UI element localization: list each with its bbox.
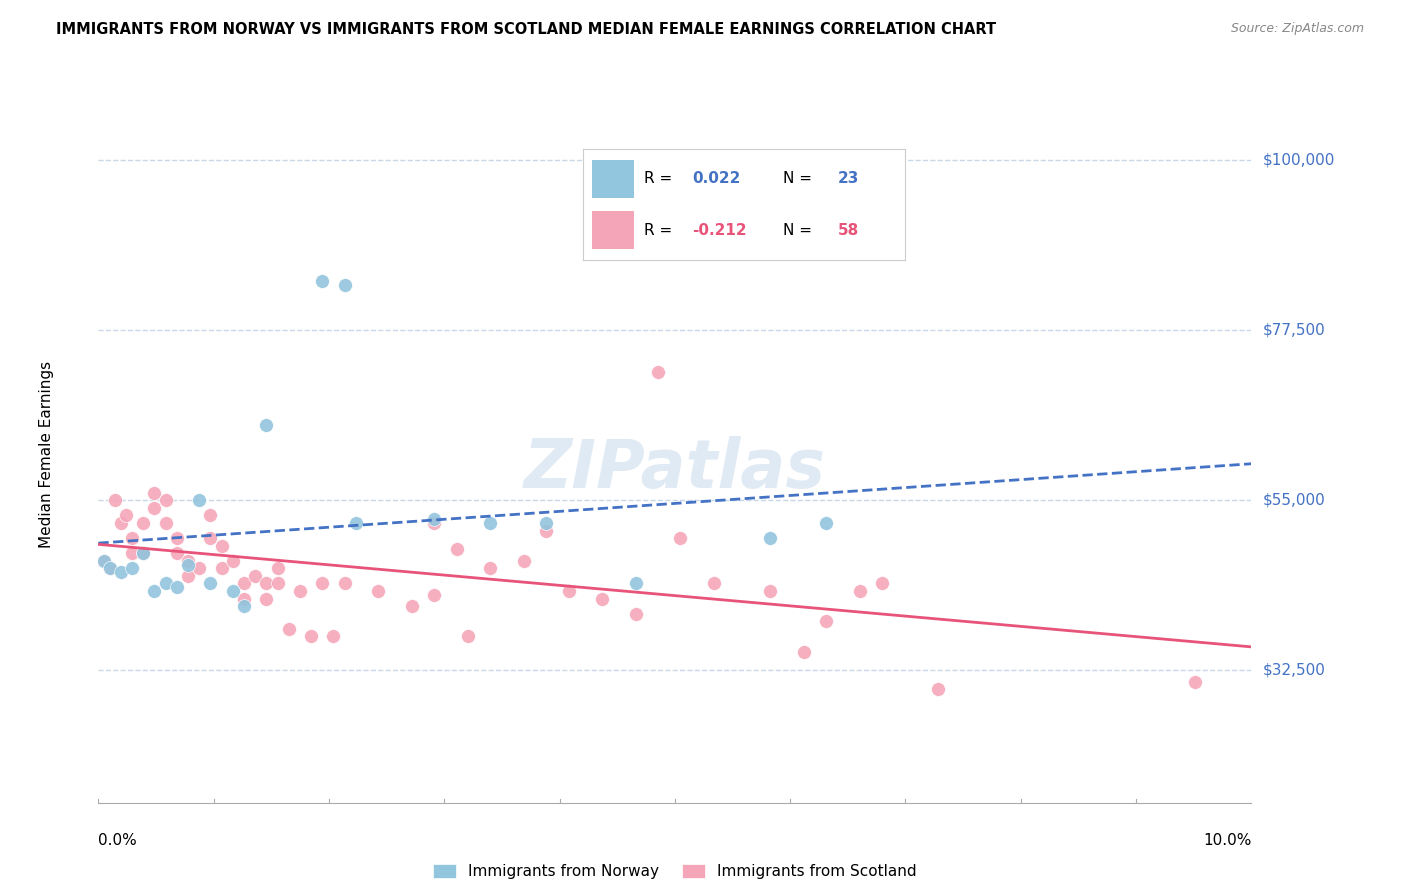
- Point: [848, 584, 870, 599]
- Text: $55,000: $55,000: [1263, 492, 1326, 508]
- Point: [759, 531, 782, 545]
- Point: [423, 588, 446, 602]
- Point: [155, 493, 177, 508]
- Point: [479, 516, 502, 530]
- Text: Source: ZipAtlas.com: Source: ZipAtlas.com: [1230, 22, 1364, 36]
- Point: [200, 531, 222, 545]
- Point: [254, 417, 277, 432]
- Point: [367, 584, 389, 599]
- Point: [793, 644, 815, 658]
- Point: [143, 485, 166, 500]
- Legend: Immigrants from Norway, Immigrants from Scotland: Immigrants from Norway, Immigrants from …: [427, 858, 922, 886]
- Point: [143, 500, 166, 515]
- Text: $100,000: $100,000: [1263, 153, 1334, 168]
- Point: [132, 546, 155, 560]
- Point: [927, 682, 949, 697]
- Point: [344, 516, 367, 530]
- Text: $77,500: $77,500: [1263, 323, 1326, 338]
- Point: [155, 576, 177, 591]
- Point: [870, 576, 893, 591]
- Point: [93, 554, 115, 568]
- Point: [211, 539, 233, 553]
- Text: ZIPatlas: ZIPatlas: [524, 436, 825, 502]
- Point: [222, 554, 245, 568]
- Point: [254, 576, 277, 591]
- Point: [177, 569, 200, 583]
- Point: [166, 546, 188, 560]
- Point: [669, 531, 692, 545]
- Point: [624, 607, 647, 621]
- Point: [177, 554, 200, 568]
- Point: [557, 584, 579, 599]
- Point: [98, 561, 121, 575]
- Point: [177, 558, 200, 572]
- Point: [446, 542, 468, 557]
- Point: [121, 561, 143, 575]
- Point: [200, 508, 222, 523]
- Point: [188, 561, 211, 575]
- Point: [110, 516, 132, 530]
- Point: [333, 277, 356, 292]
- Point: [423, 512, 446, 526]
- Point: [513, 554, 536, 568]
- Text: Median Female Earnings: Median Female Earnings: [39, 361, 53, 549]
- Point: [155, 516, 177, 530]
- Text: IMMIGRANTS FROM NORWAY VS IMMIGRANTS FROM SCOTLAND MEDIAN FEMALE EARNINGS CORREL: IMMIGRANTS FROM NORWAY VS IMMIGRANTS FRO…: [56, 22, 997, 37]
- Point: [200, 576, 222, 591]
- Point: [423, 516, 446, 530]
- Point: [121, 546, 143, 560]
- Point: [188, 493, 211, 508]
- Point: [277, 622, 299, 636]
- Point: [401, 599, 423, 614]
- Point: [232, 599, 254, 614]
- Point: [232, 576, 254, 591]
- Point: [132, 546, 155, 560]
- Text: 0.0%: 0.0%: [98, 833, 138, 848]
- Text: 10.0%: 10.0%: [1204, 833, 1251, 848]
- Point: [311, 576, 333, 591]
- Point: [299, 629, 322, 643]
- Point: [121, 531, 143, 545]
- Point: [288, 584, 311, 599]
- Point: [232, 591, 254, 606]
- Point: [1184, 674, 1206, 689]
- Point: [254, 591, 277, 606]
- Point: [266, 576, 288, 591]
- Text: $32,500: $32,500: [1263, 663, 1326, 678]
- Point: [115, 508, 138, 523]
- Point: [110, 565, 132, 579]
- Point: [166, 580, 188, 594]
- Point: [591, 591, 613, 606]
- Point: [222, 584, 245, 599]
- Point: [457, 629, 479, 643]
- Point: [311, 274, 333, 288]
- Point: [814, 615, 837, 629]
- Point: [98, 561, 121, 575]
- Point: [93, 554, 115, 568]
- Point: [166, 531, 188, 545]
- Point: [322, 629, 344, 643]
- Point: [479, 561, 502, 575]
- Point: [243, 569, 266, 583]
- Point: [534, 524, 557, 538]
- Point: [624, 576, 647, 591]
- Point: [814, 516, 837, 530]
- Point: [266, 561, 288, 575]
- Point: [143, 584, 166, 599]
- Point: [647, 365, 669, 379]
- Point: [759, 584, 782, 599]
- Point: [211, 561, 233, 575]
- Point: [534, 516, 557, 530]
- Point: [703, 576, 725, 591]
- Point: [333, 576, 356, 591]
- Point: [104, 493, 127, 508]
- Point: [132, 516, 155, 530]
